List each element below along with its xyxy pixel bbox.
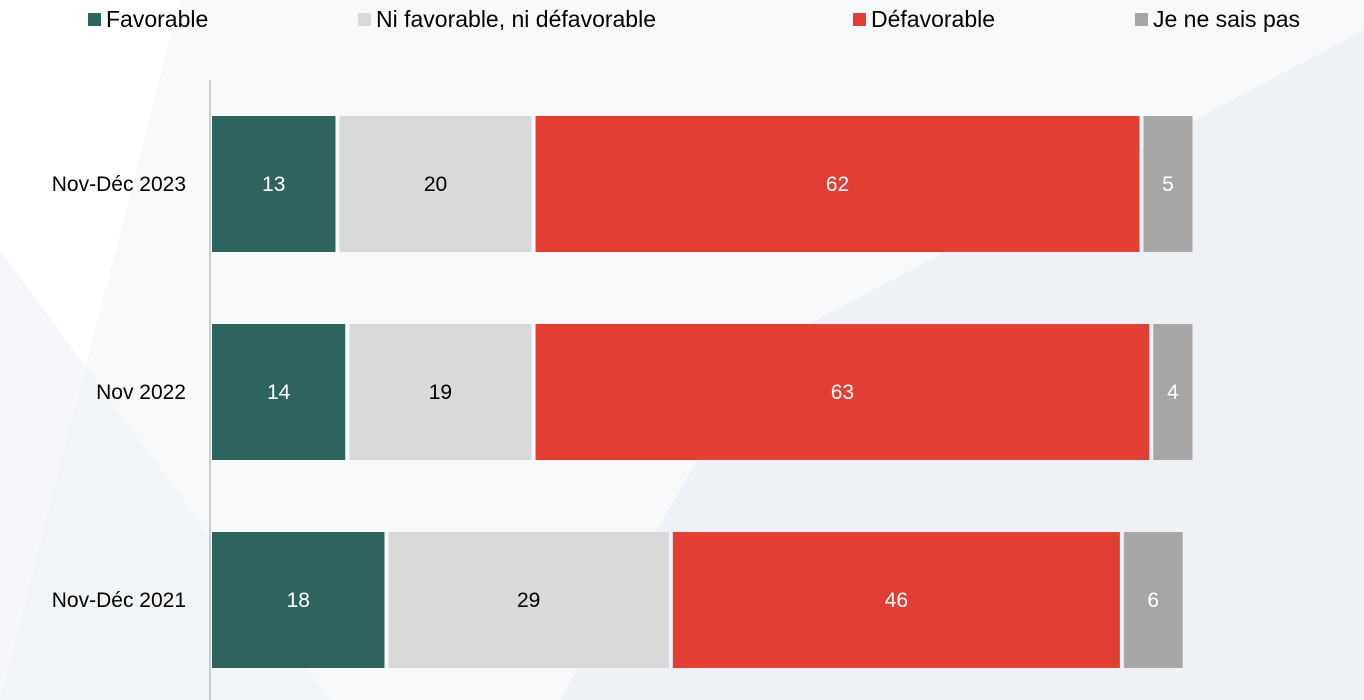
data-label-neutral: 20	[424, 173, 447, 196]
bar-segment-je-ne-sais-pas	[1143, 116, 1193, 252]
data-label-defavorable: 46	[885, 589, 908, 612]
legend-label: Favorable	[106, 5, 209, 32]
bar-segment-favorable	[212, 532, 385, 668]
legend-swatch-defavorable	[853, 12, 866, 26]
legend-label: Défavorable	[871, 5, 996, 32]
legend-label: Je ne sais pas	[1153, 5, 1301, 32]
bar-segment-je-ne-sais-pas	[1153, 324, 1193, 460]
bar-segment-neutral	[388, 532, 669, 668]
category-label: Nov-Déc 2021	[52, 589, 186, 612]
legend-item-je-ne-sais-pas: Je ne sais pas	[1135, 4, 1300, 34]
data-label-je-ne-sais-pas: 4	[1167, 381, 1179, 404]
data-label-neutral: 29	[517, 589, 540, 612]
data-label-je-ne-sais-pas: 6	[1147, 589, 1159, 612]
bar-segment-favorable	[212, 324, 346, 460]
legend-item-neutral: Ni favorable, ni défavorable	[358, 4, 656, 34]
bar-segment-favorable	[212, 116, 336, 252]
data-label-favorable: 18	[287, 589, 310, 612]
legend-item-favorable: Favorable	[88, 4, 208, 34]
data-label-favorable: 13	[262, 173, 285, 196]
data-label-favorable: 14	[267, 381, 291, 404]
data-label-defavorable: 63	[831, 381, 854, 404]
bar-segment-neutral	[339, 116, 532, 252]
data-label-je-ne-sais-pas: 5	[1162, 173, 1174, 196]
chart-legend: Favorable Ni favorable, ni défavorable D…	[0, 0, 1364, 40]
bar-segment-defavorable	[672, 532, 1120, 668]
data-label-defavorable: 62	[826, 173, 849, 196]
category-label: Nov-Déc 2023	[52, 173, 186, 196]
bar-segment-neutral	[349, 324, 532, 460]
bar-segment-defavorable	[535, 324, 1150, 460]
legend-label: Ni favorable, ni défavorable	[376, 5, 656, 32]
bar-segment-defavorable	[535, 116, 1140, 252]
legend-swatch-je-ne-sais-pas	[1135, 12, 1148, 26]
data-label-neutral: 19	[429, 381, 452, 404]
category-label: Nov 2022	[96, 381, 186, 404]
legend-item-defavorable: Défavorable	[853, 4, 995, 34]
legend-swatch-favorable	[88, 12, 101, 26]
legend-swatch-neutral	[358, 12, 371, 26]
bar-segment-je-ne-sais-pas	[1123, 532, 1183, 668]
